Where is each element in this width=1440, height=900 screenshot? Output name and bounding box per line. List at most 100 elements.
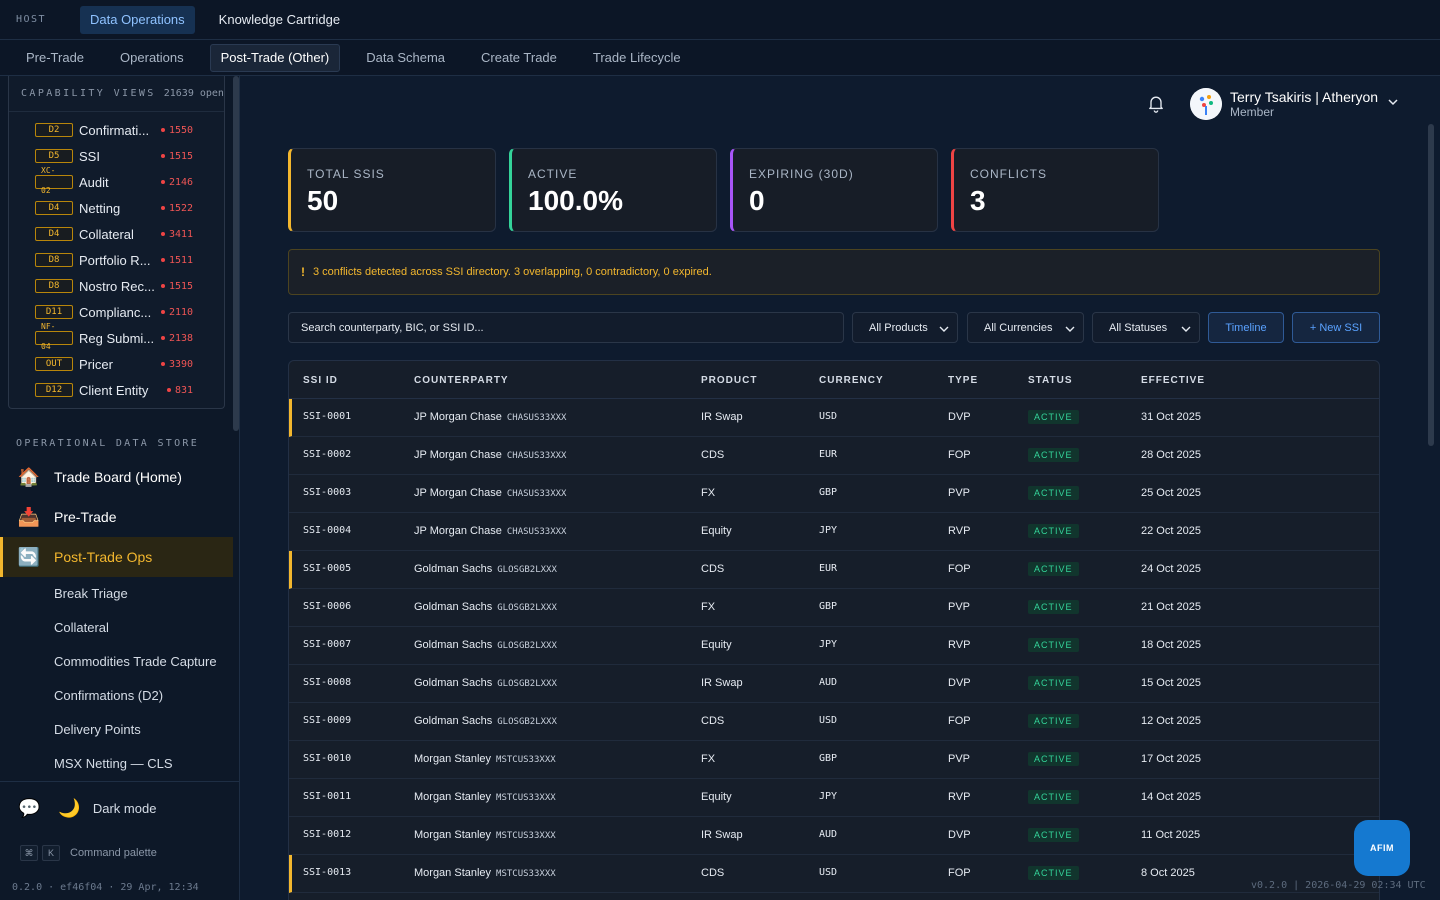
dark-mode-toggle[interactable]: 💬 🌙 Dark mode [18, 798, 156, 819]
table-row[interactable]: SSI-0002 CDS EUR FOP 28 Oct 2025 JP Morgan Ch… [289, 437, 1379, 475]
kpi-label: ACTIVE [528, 167, 578, 181]
column-header-product[interactable]: PRODUCT [701, 375, 758, 386]
nav-tab-pre-trade[interactable]: Pre-Trade [26, 50, 85, 65]
capability-badge-bottom: 04 [41, 342, 51, 351]
counterparty-name: Goldman Sachs [414, 601, 493, 613]
table-row[interactable]: SSI-0009 CDS USD FOP 12 Oct 2025 Goldman Sach… [289, 703, 1379, 741]
avatar[interactable] [1190, 88, 1222, 120]
bell-icon[interactable] [1146, 93, 1166, 113]
currencies-filter-select[interactable]: All Currencies [967, 312, 1084, 343]
capability-item-compliance[interactable]: D11 Complianc... 2110 [9, 299, 224, 325]
column-header-ssi-id[interactable]: SSI ID [303, 375, 338, 386]
nav-tab-post-trade-other[interactable]: Post-Trade (Other) [209, 43, 341, 72]
table-row[interactable]: SSI-0003 FX GBP PVP 25 Oct 2025 JP Morgan Cha… [289, 475, 1379, 513]
table-row[interactable]: SSI-0005 CDS EUR FOP 24 Oct 2025 Goldman Sach… [289, 551, 1379, 589]
column-header-currency[interactable]: CURRENCY [819, 375, 884, 386]
capability-item-netting[interactable]: D4 Netting 1522 [9, 195, 224, 221]
table-row[interactable]: SSI-0001 IR Swap USD DVP 31 Oct 2025 JP Morga… [289, 399, 1379, 437]
select-value: All Products [869, 321, 928, 334]
status-badge: ACTIVE [1028, 676, 1079, 690]
counterparty-name: Morgan Stanley [414, 867, 492, 879]
chat-bubble-icon[interactable]: 💬 [18, 798, 41, 818]
capability-count: 2138 [169, 332, 194, 344]
nav-tab-operations[interactable]: Operations [120, 50, 184, 65]
cell-ssi-id: SSI-0007 [303, 639, 352, 650]
capability-label: SSI [79, 148, 100, 164]
table-row[interactable]: SSI-0008 IR Swap AUD DVP 15 Oct 2025 Goldman … [289, 665, 1379, 703]
tab-data-operations[interactable]: Data Operations [80, 5, 195, 34]
cell-currency: AUD [819, 677, 838, 688]
capability-label: Complianc... [79, 304, 152, 320]
counterparty-name: JP Morgan Chase [414, 449, 502, 461]
timeline-button[interactable]: Timeline [1208, 312, 1284, 343]
capability-label: Client Entity [79, 382, 149, 398]
capability-item-confirmations[interactable]: D2 Confirmati... 1550 [9, 117, 224, 143]
new-ssi-button[interactable]: + New SSI [1292, 312, 1380, 343]
capability-item-audit[interactable]: XC- 02 Audit 2146 [9, 166, 224, 195]
column-header-effective[interactable]: EFFECTIVE [1141, 375, 1206, 386]
capability-badge-bottom: 02 [41, 186, 51, 195]
products-filter-select[interactable]: All Products [852, 312, 958, 343]
cell-product: CDS [701, 715, 725, 727]
capability-item-portfolio[interactable]: D8 Portfolio R... 1511 [9, 247, 224, 273]
column-header-status[interactable]: STATUS [1028, 375, 1073, 386]
cell-counterparty: Morgan Stanley MSTCUS33XXX [414, 791, 556, 803]
cell-counterparty: Goldman Sachs GLOSGB2LXXX [414, 639, 557, 651]
capability-item-collateral[interactable]: D4 Collateral 3411 [9, 221, 224, 247]
table-row[interactable]: SSI-0010 FX GBP PVP 17 Oct 2025 Morgan Stanle… [289, 741, 1379, 779]
nav-tab-trade-lifecycle[interactable]: Trade Lifecycle [592, 50, 681, 65]
sidebar-subitem-confirmations[interactable]: Confirmations (D2) [54, 688, 164, 703]
capability-header: CAPABILITY VIEWS 21639 open [9, 76, 224, 112]
chevron-down-icon[interactable] [1387, 96, 1399, 108]
table-row[interactable]: SSI-0013 CDS USD FOP 8 Oct 2025 Morgan Stanle… [289, 855, 1379, 893]
sidebar-item-post-trade-ops[interactable]: 🔄 Post-Trade Ops [0, 537, 233, 577]
capability-item-ssi[interactable]: D5 SSI 1515 [9, 143, 224, 169]
sidebar-item-pre-trade[interactable]: 📥 Pre-Trade [0, 497, 233, 537]
table-row[interactable]: SSI-0007 Equity JPY RVP 18 Oct 2025 Goldman S… [289, 627, 1379, 665]
build-info: 0.2.0 · ef46f04 · 29 Apr, 12:34 [12, 882, 199, 893]
table-row[interactable]: SSI-0012 IR Swap AUD DVP 11 Oct 2025 Morgan S… [289, 817, 1379, 855]
sidebar-subitem-collateral[interactable]: Collateral [54, 620, 109, 635]
capability-views-panel: CAPABILITY VIEWS 21639 open D2 Confirmat… [8, 76, 225, 409]
statuses-filter-select[interactable]: All Statuses [1092, 312, 1200, 343]
capability-item-client-entity[interactable]: D12 Client Entity 831 [9, 377, 224, 403]
tab-knowledge-cartridge[interactable]: Knowledge Cartridge [218, 12, 341, 27]
column-header-type[interactable]: TYPE [948, 375, 979, 386]
sidebar-subitem-msx-netting[interactable]: MSX Netting — CLS [54, 756, 173, 771]
capability-open-count: 21639 open [163, 88, 224, 99]
column-header-counterparty[interactable]: COUNTERPARTY [414, 375, 509, 386]
capability-item-pricer[interactable]: OUT Pricer 3390 [9, 351, 224, 377]
search-input[interactable] [288, 312, 844, 343]
counterparty-name: Goldman Sachs [414, 677, 493, 689]
sidebar-subitem-break-triage[interactable]: Break Triage [54, 586, 128, 601]
sidebar-subitem-commodities-trade-capture[interactable]: Commodities Trade Capture [54, 654, 217, 669]
k-key: K [42, 845, 60, 861]
status-badge: ACTIVE [1028, 828, 1079, 842]
command-palette-label: Command palette [70, 847, 157, 859]
top-bar: HOST Data Operations Knowledge Cartridge [0, 0, 1440, 40]
sidebar-scrollbar[interactable] [233, 76, 239, 431]
command-key-icon: ⌘ [20, 845, 38, 861]
table-row[interactable]: SSI-0006 FX GBP PVP 21 Oct 2025 Goldman Sachs… [289, 589, 1379, 627]
command-palette-hint[interactable]: ⌘ K Command palette [20, 845, 157, 861]
table-row[interactable]: SSI-0011 Equity JPY RVP 14 Oct 2025 Morgan St… [289, 779, 1379, 817]
cell-currency: USD [819, 867, 838, 878]
sidebar-item-trade-board[interactable]: 🏠 Trade Board (Home) [0, 457, 233, 497]
capability-badge: OUT [35, 357, 73, 371]
ods-section-title: OPERATIONAL DATA STORE [16, 438, 200, 449]
cell-effective: 25 Oct 2025 [1141, 487, 1201, 499]
afim-assistant-button[interactable]: AFIM [1354, 820, 1410, 876]
sidebar-subitem-delivery-points[interactable]: Delivery Points [54, 722, 141, 737]
nav-tab-data-schema[interactable]: Data Schema [366, 50, 446, 65]
cell-currency: USD [819, 715, 838, 726]
cell-counterparty: Goldman Sachs GLOSGB2LXXX [414, 715, 557, 727]
cell-currency: JPY [819, 525, 838, 536]
capability-item-reg-submissions[interactable]: NF- 04 Reg Submi... 2138 [9, 322, 224, 351]
nav-tab-create-trade[interactable]: Create Trade [481, 50, 557, 65]
main-scrollbar[interactable] [1428, 124, 1434, 446]
cell-ssi-id: SSI-0012 [303, 829, 352, 840]
capability-item-nostro[interactable]: D8 Nostro Rec... 1515 [9, 273, 224, 299]
capability-badge: D4 [35, 201, 73, 215]
capability-count: 2146 [169, 176, 194, 188]
table-row[interactable]: SSI-0004 Equity JPY RVP 22 Oct 2025 JP Morgan… [289, 513, 1379, 551]
